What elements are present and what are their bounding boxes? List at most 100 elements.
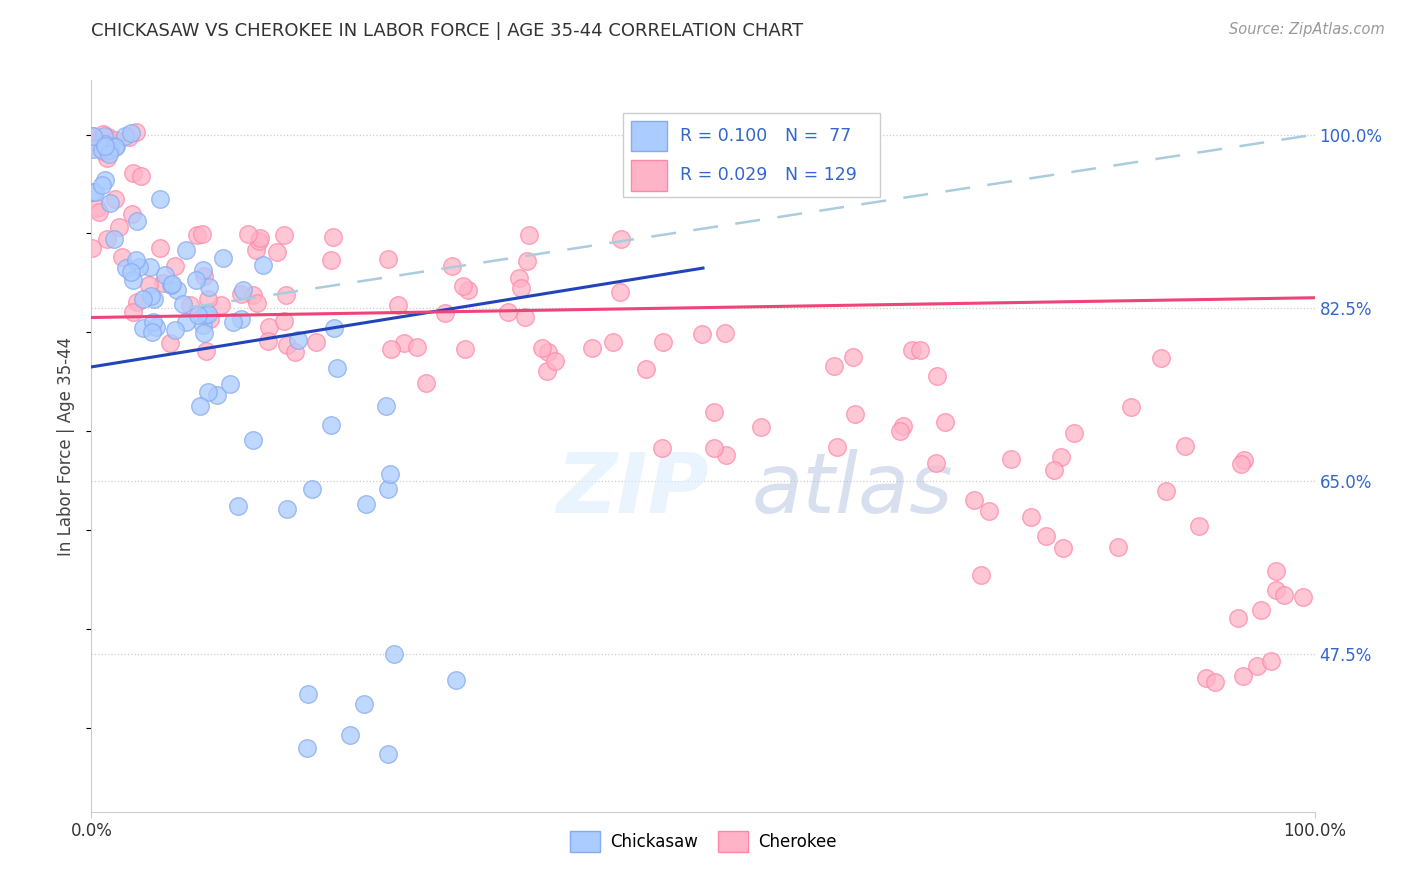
Point [387, 297, 409, 311]
Point [446, 673, 468, 687]
Point [353, 697, 375, 711]
Point [114, 129, 136, 144]
Point [96, 232, 118, 246]
Point [256, 334, 278, 348]
Point [90, 178, 112, 193]
Point [143, 292, 166, 306]
Point [925, 456, 948, 470]
Point [1204, 674, 1226, 689]
Point [229, 312, 252, 326]
Point [229, 286, 252, 301]
Bar [631, 161, 668, 191]
Point [1195, 671, 1218, 685]
Point [1188, 519, 1211, 533]
Point [889, 425, 911, 439]
Point [89, 132, 111, 146]
Point [319, 252, 342, 267]
Point [323, 321, 346, 335]
Point [226, 499, 249, 513]
Point [159, 336, 181, 351]
Point [104, 138, 127, 153]
Point [100, 143, 122, 157]
Point [104, 140, 127, 154]
Point [197, 292, 219, 306]
Point [125, 214, 148, 228]
Point [1260, 654, 1282, 668]
Point [891, 419, 914, 434]
Point [751, 419, 773, 434]
Point [1174, 439, 1197, 453]
Point [977, 504, 1000, 518]
Point [93, 136, 115, 151]
Point [825, 440, 848, 454]
Point [82, 186, 104, 200]
Point [246, 295, 269, 310]
Point [651, 441, 673, 455]
Point [354, 498, 377, 512]
Point [823, 359, 845, 373]
Point [197, 384, 219, 399]
Point [510, 281, 533, 295]
Point [716, 449, 738, 463]
Point [963, 492, 986, 507]
Point [1250, 603, 1272, 617]
Point [93, 139, 115, 153]
Point [382, 647, 405, 661]
Point [83, 185, 105, 199]
Point [86, 201, 108, 215]
Point [82, 128, 104, 143]
Point [1232, 669, 1254, 683]
Point [377, 747, 399, 761]
Point [91, 144, 114, 158]
Point [219, 377, 242, 392]
Point [900, 343, 922, 358]
Point [197, 280, 219, 294]
Point [287, 334, 309, 348]
Point [232, 283, 254, 297]
Point [457, 283, 479, 297]
Point [406, 341, 429, 355]
Point [1063, 425, 1085, 440]
Point [93, 145, 115, 159]
Point [80, 129, 103, 144]
Point [163, 323, 186, 337]
Point [141, 325, 163, 339]
Point [176, 315, 198, 329]
Point [118, 130, 141, 145]
Point [187, 308, 209, 322]
Point [274, 288, 297, 302]
Point [610, 232, 633, 246]
Point [273, 313, 295, 327]
Point [1272, 588, 1295, 602]
FancyBboxPatch shape [623, 113, 880, 197]
Text: N = 129: N = 129 [786, 167, 858, 185]
Point [200, 311, 222, 326]
Point [284, 344, 307, 359]
Point [122, 166, 145, 180]
Point [121, 305, 143, 319]
Point [703, 441, 725, 455]
Point [145, 319, 167, 334]
Point [433, 305, 456, 319]
Point [339, 728, 361, 742]
Point [651, 335, 673, 350]
Point [222, 315, 245, 329]
Point [80, 241, 103, 255]
Point [1265, 582, 1288, 597]
Point [326, 360, 349, 375]
Point [454, 342, 477, 356]
Point [1000, 451, 1022, 466]
Point [1050, 450, 1073, 465]
Point [132, 292, 155, 306]
Point [519, 228, 541, 243]
Point [536, 364, 558, 378]
Point [242, 433, 264, 447]
Point [129, 169, 152, 183]
Point [96, 151, 118, 165]
Point [1264, 564, 1286, 578]
Point [148, 241, 170, 255]
Point [93, 129, 115, 144]
Point [242, 288, 264, 302]
Point [305, 335, 328, 350]
Point [191, 263, 214, 277]
